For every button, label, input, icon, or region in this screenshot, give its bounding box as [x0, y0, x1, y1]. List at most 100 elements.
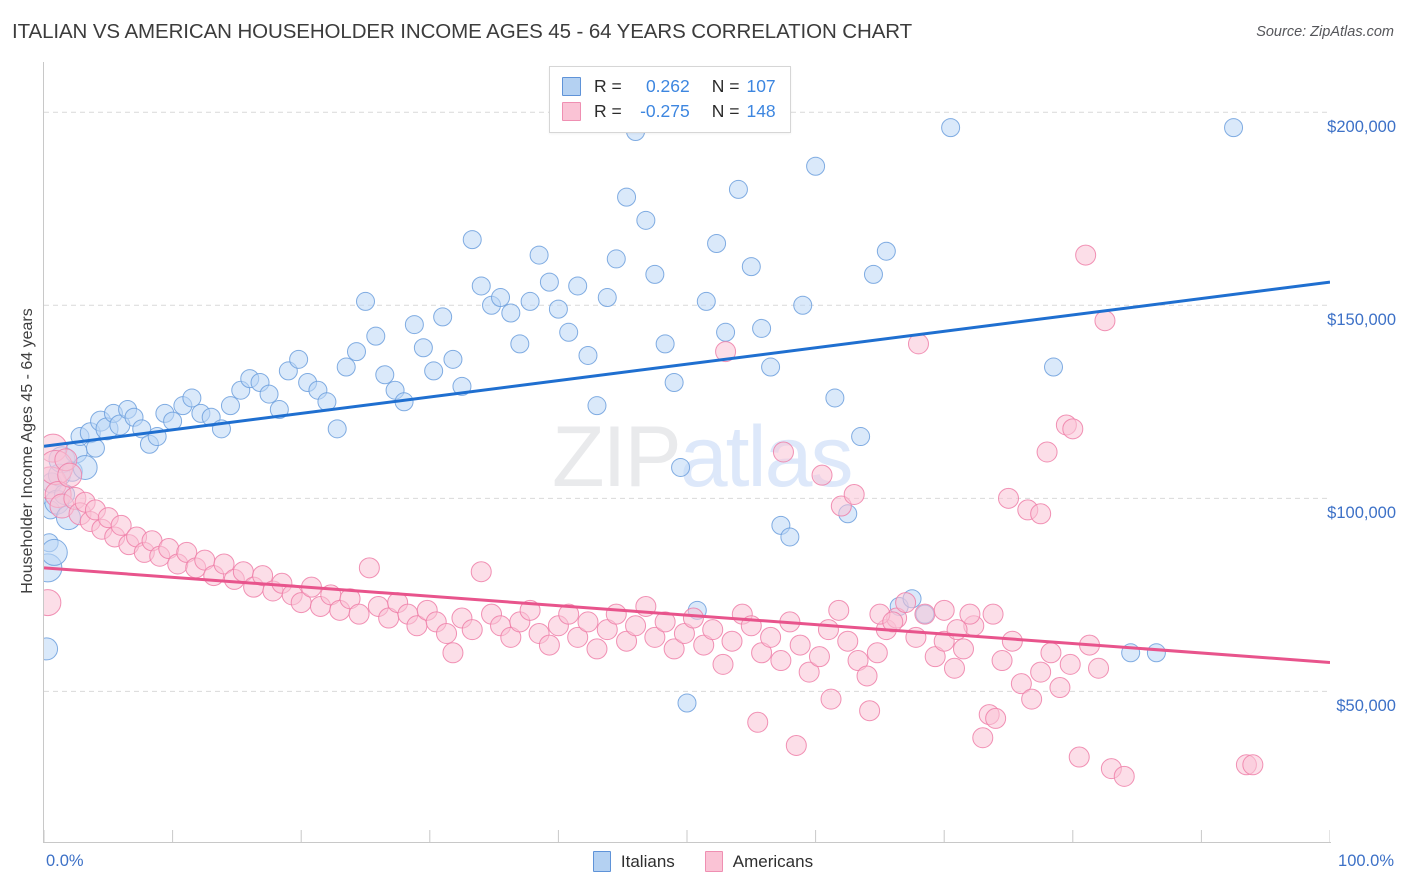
n-value-italians: 107: [746, 76, 776, 96]
data-point-americans: [1001, 630, 1023, 652]
data-point-americans: [500, 626, 522, 648]
source-attribution: Source: ZipAtlas.com: [1256, 24, 1394, 40]
data-point-americans: [747, 711, 769, 733]
data-point-americans: [44, 589, 62, 617]
data-point-americans: [567, 626, 589, 648]
legend-label-italians: Italians: [620, 851, 675, 871]
data-point-americans: [596, 619, 618, 641]
data-point-italians: [671, 457, 691, 477]
y-axis-tick-label: $100,000: [1327, 504, 1396, 523]
data-point-italians: [728, 179, 748, 199]
data-point-americans: [1068, 746, 1090, 768]
data-point-italians: [597, 288, 617, 308]
y-axis-tick-label: $150,000: [1327, 311, 1396, 330]
y-axis-title: Householder Income Ages 45 - 64 years: [19, 308, 36, 594]
plot-area: [44, 62, 1330, 842]
data-point-americans: [715, 341, 737, 363]
data-point-italians: [356, 291, 375, 311]
data-point-americans: [1049, 677, 1071, 699]
data-point-americans: [339, 588, 361, 610]
data-point-americans: [721, 630, 743, 652]
data-point-americans: [882, 611, 904, 633]
data-point-italians: [752, 318, 772, 338]
data-point-americans: [859, 700, 881, 722]
data-point-italians: [163, 411, 183, 431]
data-points-layer: [44, 118, 1264, 787]
data-point-italians: [433, 307, 453, 327]
data-point-americans: [644, 626, 666, 648]
data-point-americans: [1040, 642, 1062, 664]
data-point-americans: [760, 626, 782, 648]
americans-swatch-icon: [704, 851, 723, 872]
blue-swatch-icon: [562, 77, 581, 96]
data-point-italians: [289, 349, 309, 369]
data-point-italians: [677, 693, 697, 713]
data-point-americans: [110, 514, 132, 536]
data-point-italians: [578, 345, 598, 365]
data-point-americans: [914, 603, 936, 625]
data-point-italians: [462, 230, 482, 250]
legend-item-italians[interactable]: Italians: [592, 851, 675, 872]
data-point-americans: [1062, 418, 1084, 440]
data-point-americans: [577, 611, 599, 633]
stat-row-italians: R = 0.262 N = 107: [562, 74, 776, 99]
data-point-italians: [336, 357, 356, 377]
data-point-americans: [924, 646, 946, 668]
data-point-americans: [625, 615, 647, 637]
data-point-italians: [741, 257, 761, 277]
data-point-italians: [501, 303, 521, 323]
data-point-americans: [461, 619, 483, 641]
data-point-americans: [933, 599, 955, 621]
data-point-italians: [346, 342, 366, 362]
data-point-italians: [587, 396, 607, 416]
data-point-americans: [1030, 503, 1052, 525]
data-point-italians: [825, 388, 845, 408]
data-point-americans: [1075, 244, 1097, 266]
data-point-americans: [820, 688, 842, 710]
data-point-italians: [645, 264, 665, 284]
data-point-italians: [471, 276, 491, 296]
data-point-americans: [866, 642, 888, 664]
data-point-americans: [998, 487, 1019, 509]
data-point-americans: [772, 441, 794, 463]
data-point-italians: [404, 315, 424, 335]
data-point-americans: [785, 734, 807, 756]
data-point-italians: [761, 357, 781, 377]
data-point-americans: [1242, 754, 1264, 776]
trendlines-layer: [44, 280, 1330, 664]
data-point-italians: [259, 384, 279, 404]
data-point-italians: [539, 272, 559, 292]
data-point-americans: [991, 650, 1013, 672]
data-point-italians: [327, 419, 347, 439]
data-point-americans: [817, 619, 839, 641]
data-point-italians: [664, 372, 684, 392]
data-point-americans: [952, 638, 974, 660]
x-axis-ticks: [44, 830, 1330, 842]
trendline-americans: [44, 566, 1330, 664]
data-point-italians: [366, 326, 386, 346]
data-point-italians: [716, 322, 736, 342]
data-point-americans: [57, 462, 83, 488]
data-point-americans: [348, 603, 370, 625]
data-point-italians: [707, 233, 727, 253]
data-point-americans: [436, 622, 458, 644]
data-point-americans: [663, 638, 685, 660]
data-point-americans: [1010, 673, 1032, 695]
correlation-stats-legend: R = 0.262 N = 107 R = -0.275 N = 148: [549, 66, 791, 133]
data-point-italians: [413, 338, 433, 358]
y-axis-tick-label: $200,000: [1327, 118, 1396, 137]
data-point-italians: [520, 291, 540, 311]
legend-item-americans[interactable]: Americans: [704, 851, 813, 872]
data-point-americans: [213, 553, 235, 575]
pink-swatch-icon: [562, 102, 581, 121]
data-point-italians: [863, 264, 883, 284]
data-point-italians: [375, 365, 395, 385]
data-point-americans: [895, 592, 917, 614]
data-point-italians: [780, 527, 800, 547]
data-point-americans: [1059, 653, 1081, 675]
x-axis-max-label: 100.0%: [1338, 852, 1394, 870]
data-point-americans: [972, 727, 994, 749]
data-point-americans: [176, 541, 198, 563]
data-point-italians: [696, 291, 716, 311]
